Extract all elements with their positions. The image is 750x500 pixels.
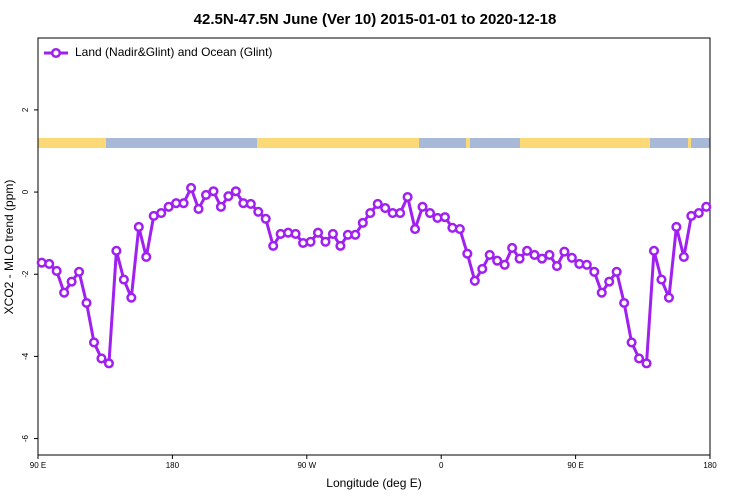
data-point [208,186,219,197]
data-point [74,266,85,277]
x-tick-label: 0 [439,461,444,470]
data-point [96,353,107,364]
data-point [253,206,264,217]
data-point [581,259,592,270]
data-point [59,287,70,298]
plot-frame [37,37,711,456]
data-point [51,265,62,276]
y-tick-label: -4 [21,352,30,360]
data-point [200,189,212,200]
data-point [186,182,197,194]
data-point [454,223,465,235]
data-point [663,292,674,303]
y-axis-label: XCO2 - MLO trend (ppm) [2,180,16,315]
y-tick-label: 0 [21,189,30,194]
data-point [327,228,338,240]
data-point [312,227,324,238]
data-point [424,207,436,219]
data-point [701,201,712,212]
data-point [335,240,346,251]
data-point [439,212,450,223]
data-point [522,245,533,256]
chart-title: 42.5N-47.5N June (Ver 10) 2015-01-01 to … [194,11,557,28]
data-point [88,337,100,348]
data-point [507,242,518,253]
data-point [678,251,689,263]
data-point [395,207,406,219]
data-point [81,297,92,309]
data-point [514,253,525,264]
legend-label: Land (Nadir&Glint) and Ocean (Glint) [75,45,272,59]
data-point [589,266,600,277]
data-point [215,201,226,212]
data-point [126,292,137,303]
data-point [156,207,167,219]
data-point [626,337,637,348]
x-tick-label: 180 [703,461,717,470]
data-point [260,213,271,224]
land-ocean-strip [38,138,710,148]
data-point [648,245,660,256]
x-axis-label: Longitude (deg E) [326,476,421,490]
data-point [641,358,652,369]
data-point [619,297,630,309]
data-point [693,207,704,219]
data-point [268,240,279,251]
data-point [402,191,413,203]
data-point [410,223,421,235]
data-point [230,186,241,197]
data-point [566,252,577,263]
data-point [551,260,562,272]
data-point [193,203,204,214]
data-point [469,275,480,286]
y-tick-label: -2 [21,270,30,278]
data-point [118,274,129,285]
data-point [350,229,361,240]
data-point [417,201,428,212]
data-point [611,266,622,277]
y-tick-label: -6 [21,434,30,442]
data-point [223,191,234,202]
data-point [499,259,510,270]
data-point [163,201,174,212]
data-point [133,221,144,233]
data-point [544,249,555,260]
data-point [365,207,376,219]
data-point [44,258,55,270]
data-point [380,203,391,214]
data-point [536,253,548,264]
data-point [596,287,607,298]
data-point [604,276,615,287]
data-point [634,353,645,364]
data-point [178,198,189,209]
data-point [290,228,301,240]
data-point [477,263,488,274]
y-tick-label: 2 [21,107,30,112]
data-point [245,198,256,210]
data-point [656,274,667,285]
data-point [492,255,503,266]
data-point [529,249,540,260]
x-tick-label: 90 E [567,461,583,470]
data-point [484,249,495,260]
data-point [462,248,473,259]
legend-marker [50,47,62,59]
x-tick-label: 90 W [297,461,316,470]
x-tick-label: 90 E [30,461,46,470]
data-point [559,246,570,257]
x-tick-label: 180 [166,461,180,470]
data-point [372,198,383,210]
data-point [671,221,682,233]
data-point [66,276,77,287]
data-point [111,245,122,256]
data-point [357,217,368,228]
data-point [141,251,152,263]
data-point [103,358,114,369]
data-point [305,236,316,247]
data-point [320,236,331,247]
